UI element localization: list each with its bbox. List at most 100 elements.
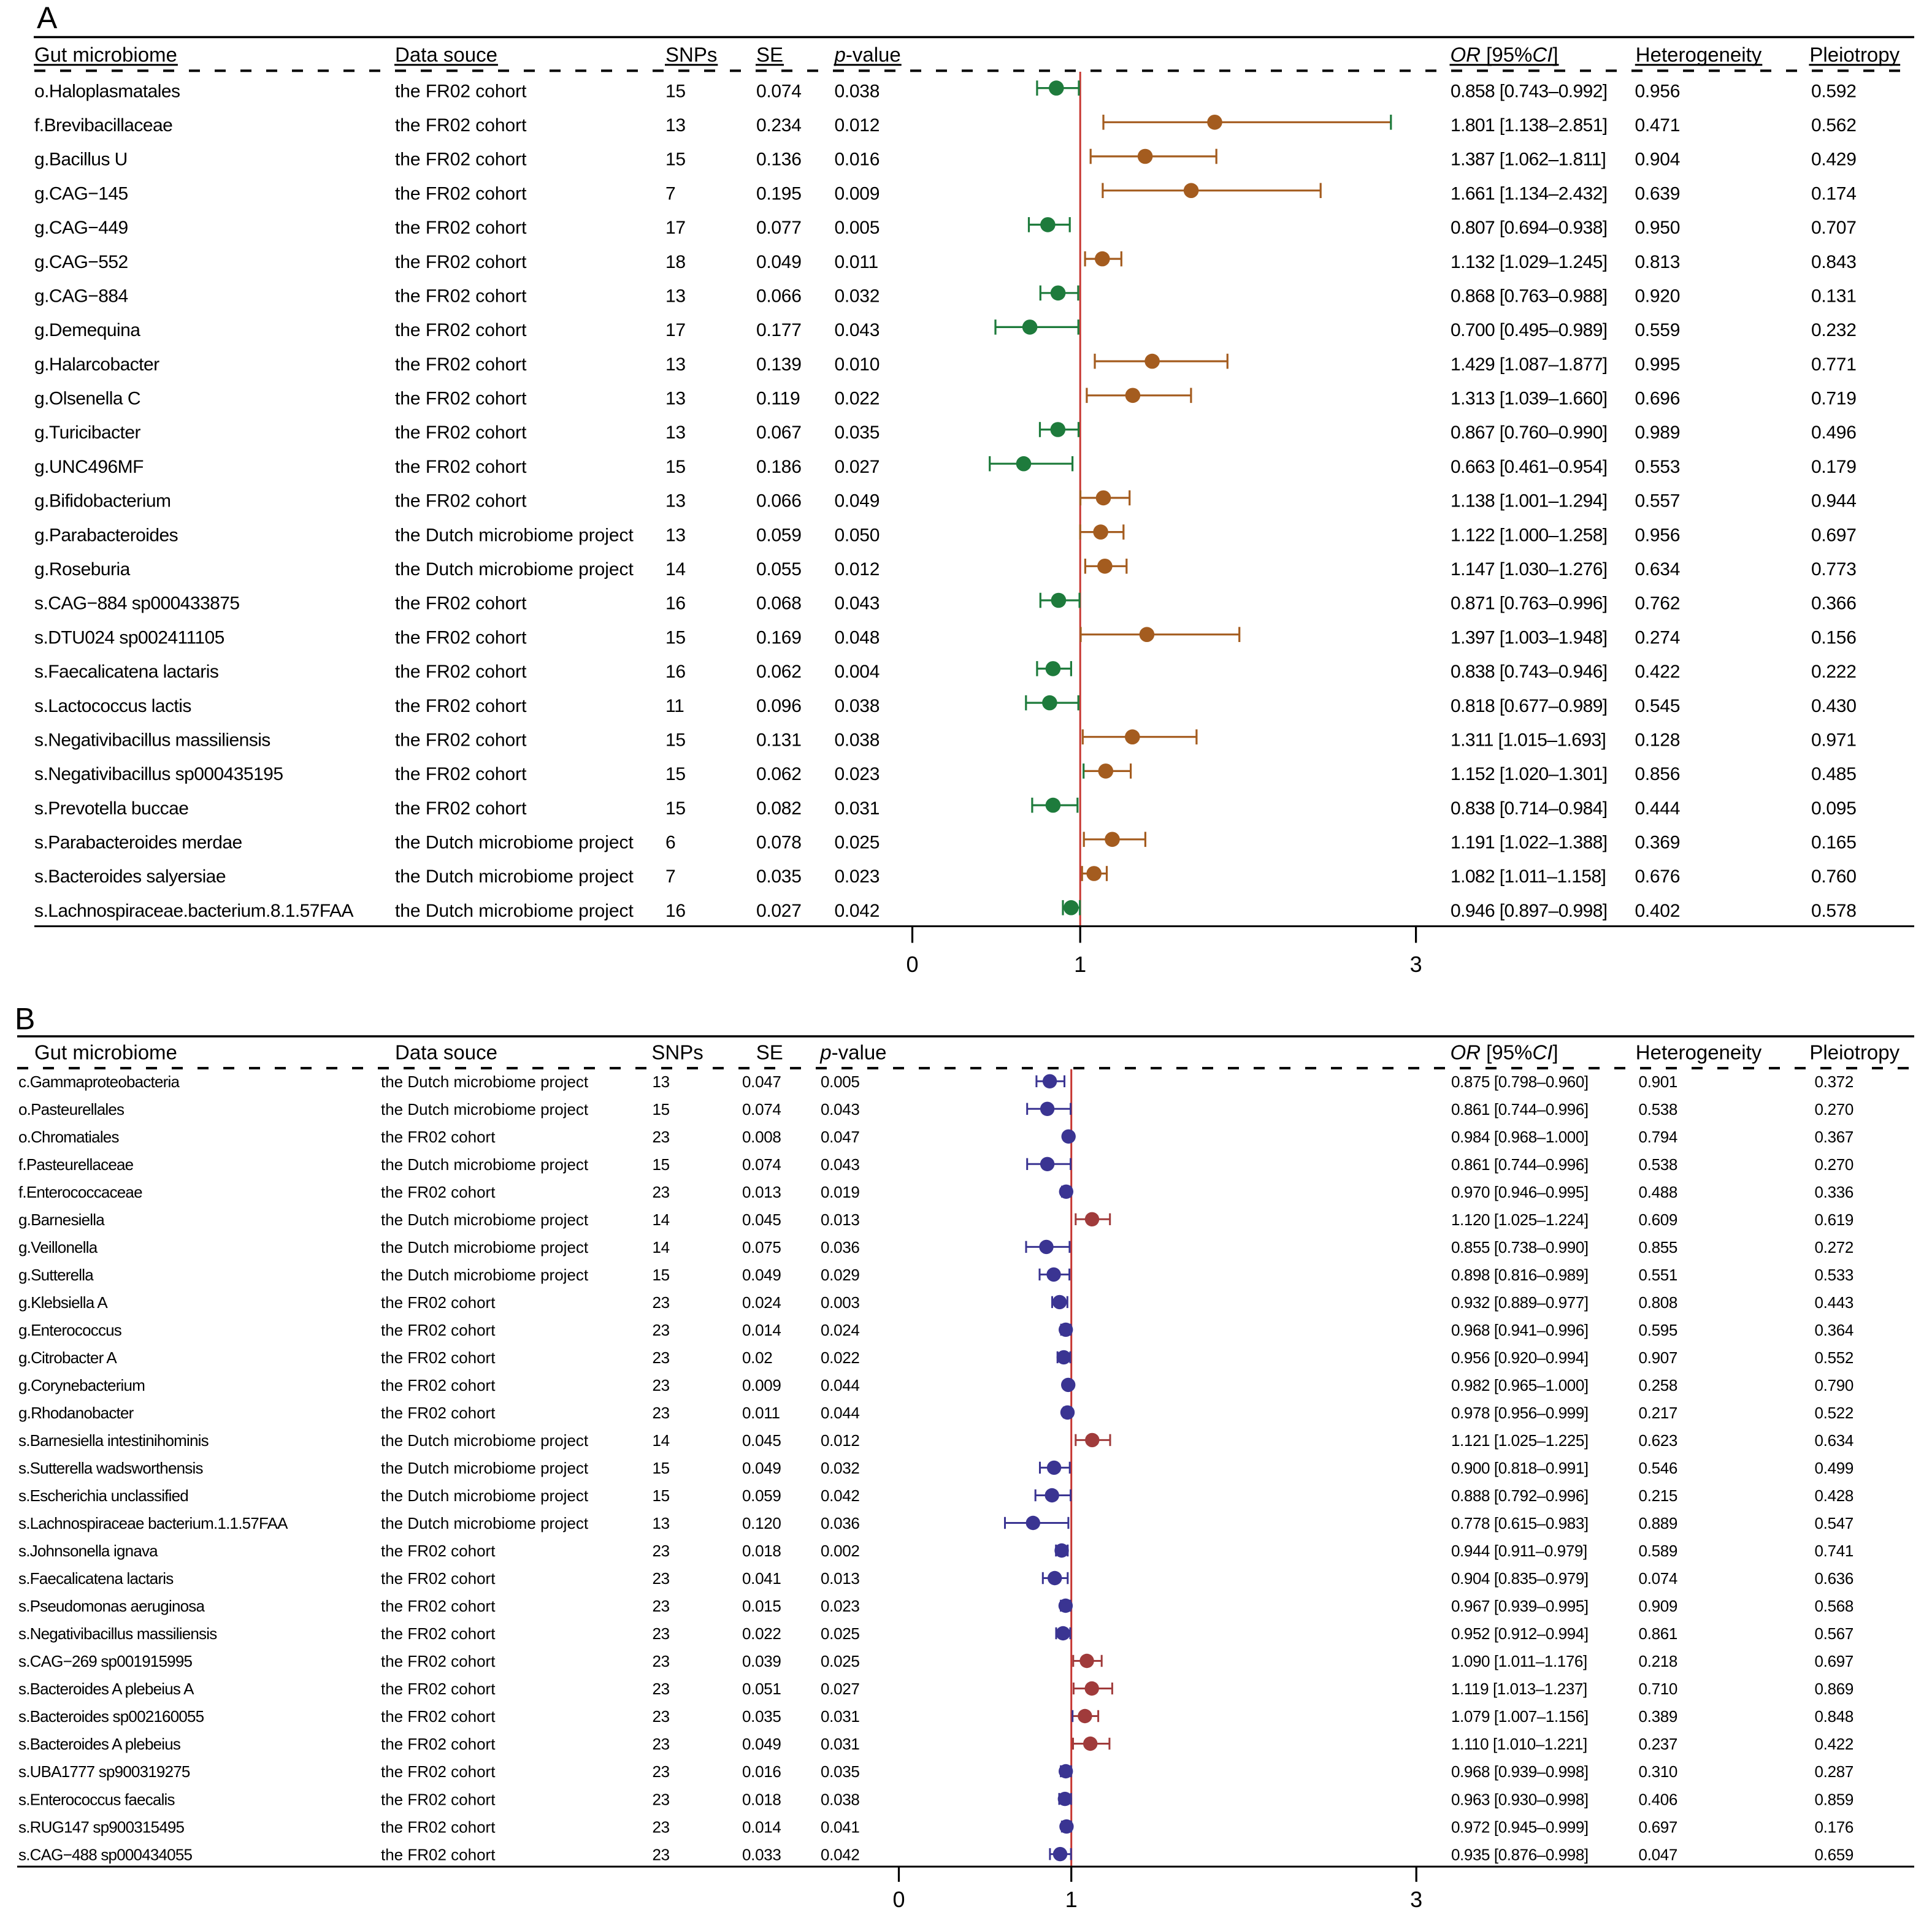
svg-text:0.578: 0.578 (1811, 901, 1857, 921)
svg-text:0.868 [0.763–0.988]: 0.868 [0.763–0.988] (1451, 286, 1608, 307)
svg-text:0.552: 0.552 (1815, 1348, 1854, 1367)
svg-text:the FR02 cohort: the FR02 cohort (395, 457, 527, 477)
svg-text:0.042: 0.042 (821, 1486, 860, 1505)
svg-text:0.274: 0.274 (1635, 627, 1681, 648)
svg-text:s.CAG−884 sp000433875: s.CAG−884 sp000433875 (34, 594, 240, 614)
svg-text:0.952 [0.912–0.994]: 0.952 [0.912–0.994] (1451, 1624, 1589, 1643)
svg-text:Heterogeneity: Heterogeneity (1636, 44, 1762, 66)
svg-text:0.636: 0.636 (1815, 1569, 1854, 1588)
svg-text:0.136: 0.136 (756, 150, 802, 170)
svg-text:s.Lachnospiraceae bacterium.1.: s.Lachnospiraceae bacterium.1.1.57FAA (18, 1514, 288, 1532)
svg-text:0.237: 0.237 (1639, 1735, 1678, 1753)
svg-text:0.707: 0.707 (1811, 218, 1857, 238)
svg-text:0.696: 0.696 (1635, 389, 1681, 409)
svg-text:23: 23 (653, 1128, 670, 1146)
svg-text:0.310: 0.310 (1639, 1762, 1678, 1781)
svg-text:0.024: 0.024 (821, 1321, 860, 1339)
svg-text:the Dutch microbiome project: the Dutch microbiome project (381, 1514, 589, 1532)
svg-text:0.096: 0.096 (756, 696, 802, 716)
svg-text:0.907: 0.907 (1639, 1348, 1678, 1367)
svg-text:A: A (37, 1, 58, 35)
svg-text:0.443: 0.443 (1815, 1293, 1854, 1312)
svg-text:0.023: 0.023 (821, 1597, 860, 1615)
svg-text:1.801 [1.138–2.851]: 1.801 [1.138–2.851] (1451, 115, 1608, 136)
svg-text:0.027: 0.027 (756, 901, 802, 921)
svg-text:0.012: 0.012 (835, 115, 880, 136)
svg-text:0.059: 0.059 (742, 1486, 781, 1505)
svg-text:0.234: 0.234 (756, 115, 802, 136)
svg-text:0.848: 0.848 (1815, 1707, 1854, 1726)
svg-text:3: 3 (1410, 1887, 1422, 1912)
svg-text:g.Turicibacter: g.Turicibacter (34, 423, 140, 443)
svg-text:0.422: 0.422 (1635, 662, 1681, 682)
svg-text:23: 23 (653, 1597, 670, 1615)
svg-text:the FR02 cohort: the FR02 cohort (395, 354, 527, 375)
svg-text:the Dutch microbiome project: the Dutch microbiome project (381, 1459, 589, 1477)
svg-text:the Dutch microbiome project: the Dutch microbiome project (381, 1486, 589, 1505)
svg-text:the FR02 cohort: the FR02 cohort (381, 1680, 496, 1698)
svg-text:0.270: 0.270 (1815, 1155, 1854, 1174)
svg-text:0.995: 0.995 (1635, 354, 1681, 375)
svg-text:1.110 [1.010–1.221]: 1.110 [1.010–1.221] (1451, 1735, 1587, 1753)
svg-text:0.038: 0.038 (821, 1790, 860, 1808)
svg-text:0.005: 0.005 (835, 218, 880, 238)
svg-text:0.041: 0.041 (742, 1569, 781, 1588)
svg-text:15: 15 (653, 1266, 670, 1284)
svg-text:0.619: 0.619 (1815, 1210, 1854, 1229)
svg-text:0.02: 0.02 (742, 1348, 772, 1367)
svg-text:0.971: 0.971 (1811, 730, 1857, 750)
svg-text:13: 13 (665, 525, 686, 545)
svg-text:1.387 [1.062–1.811]: 1.387 [1.062–1.811] (1451, 150, 1606, 170)
svg-text:s.Escherichia unclassified: s.Escherichia unclassified (18, 1486, 188, 1505)
svg-text:0.119: 0.119 (756, 389, 800, 409)
svg-text:Gut microbiome: Gut microbiome (34, 44, 177, 66)
svg-text:0.719: 0.719 (1811, 389, 1857, 409)
svg-text:the FR02 cohort: the FR02 cohort (381, 1569, 496, 1588)
svg-text:23: 23 (653, 1404, 670, 1422)
svg-text:0.013: 0.013 (821, 1569, 860, 1588)
svg-text:s.Prevotella buccae: s.Prevotella buccae (34, 798, 188, 819)
svg-text:0.013: 0.013 (742, 1183, 781, 1201)
svg-text:0.120: 0.120 (742, 1514, 781, 1532)
svg-text:Pleiotropy: Pleiotropy (1809, 1041, 1899, 1064)
svg-text:0.499: 0.499 (1815, 1459, 1854, 1477)
svg-text:the FR02 cohort: the FR02 cohort (395, 81, 527, 101)
svg-text:0.077: 0.077 (756, 218, 802, 238)
svg-text:0.968 [0.939–0.998]: 0.968 [0.939–0.998] (1451, 1762, 1589, 1781)
svg-text:0.471: 0.471 (1635, 115, 1681, 136)
svg-text:15: 15 (665, 81, 686, 101)
svg-text:0.697: 0.697 (1815, 1652, 1854, 1670)
svg-text:0.639: 0.639 (1635, 183, 1681, 204)
svg-text:the FR02 cohort: the FR02 cohort (395, 183, 527, 204)
svg-text:15: 15 (653, 1100, 670, 1119)
svg-text:B: B (15, 1001, 35, 1036)
svg-text:0.169: 0.169 (756, 627, 802, 648)
svg-text:0.989: 0.989 (1635, 423, 1681, 443)
svg-text:g.CAG−449: g.CAG−449 (34, 218, 128, 238)
svg-text:0.009: 0.009 (835, 183, 880, 204)
svg-text:1.311 [1.015–1.693]: 1.311 [1.015–1.693] (1451, 730, 1606, 750)
svg-text:0.218: 0.218 (1639, 1652, 1678, 1670)
svg-text:0.773: 0.773 (1811, 559, 1857, 579)
svg-text:0.156: 0.156 (1811, 627, 1857, 648)
svg-text:the Dutch microbiome project: the Dutch microbiome project (395, 525, 634, 545)
svg-text:the Dutch microbiome project: the Dutch microbiome project (381, 1210, 589, 1229)
svg-text:the Dutch microbiome project: the Dutch microbiome project (381, 1238, 589, 1256)
svg-text:the Dutch microbiome project: the Dutch microbiome project (381, 1431, 589, 1450)
svg-text:the FR02 cohort: the FR02 cohort (395, 594, 527, 614)
svg-text:the FR02 cohort: the FR02 cohort (381, 1818, 496, 1836)
svg-text:0.013: 0.013 (821, 1210, 860, 1229)
svg-text:s.Lactococcus lactis: s.Lactococcus lactis (34, 696, 191, 716)
svg-text:0.367: 0.367 (1815, 1128, 1854, 1146)
svg-text:g.Olsenella C: g.Olsenella C (34, 389, 140, 409)
svg-text:1.138 [1.001–1.294]: 1.138 [1.001–1.294] (1451, 491, 1608, 511)
svg-text:g.Barnesiella: g.Barnesiella (18, 1210, 105, 1229)
svg-text:0.025: 0.025 (821, 1652, 860, 1670)
svg-text:0.078: 0.078 (756, 833, 802, 853)
svg-text:the Dutch microbiome project: the Dutch microbiome project (395, 901, 634, 921)
svg-text:0.050: 0.050 (835, 525, 880, 545)
svg-text:0.838 [0.743–0.946]: 0.838 [0.743–0.946] (1451, 662, 1608, 682)
svg-text:1.147 [1.030–1.276]: 1.147 [1.030–1.276] (1451, 559, 1608, 579)
svg-text:0.025: 0.025 (821, 1624, 860, 1643)
svg-text:g.Parabacteroides: g.Parabacteroides (34, 525, 178, 545)
